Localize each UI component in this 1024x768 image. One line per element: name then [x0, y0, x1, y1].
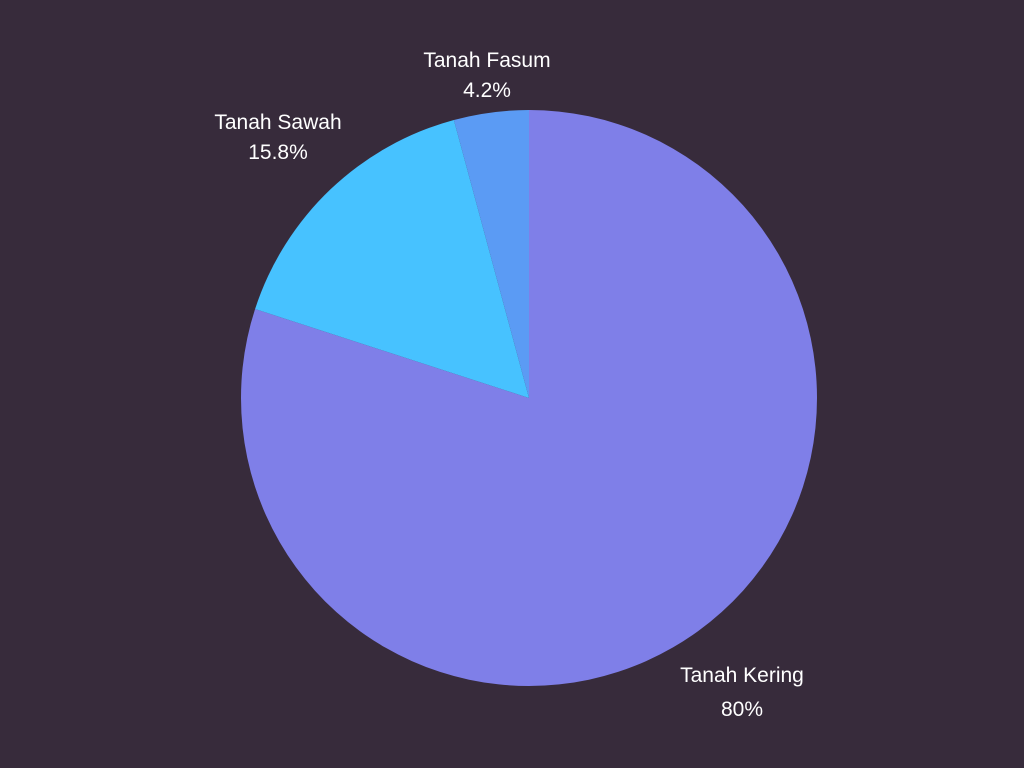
- pie-slices: [240, 110, 818, 686]
- pie-slice-tanah-fasum: [453, 110, 529, 398]
- slice-label-tanah-fasum-name: Tanah Fasum: [423, 49, 550, 72]
- slice-label-tanah-fasum-value: 4.2%: [463, 79, 511, 102]
- slice-label-tanah-sawah-value: 15.8%: [248, 141, 308, 164]
- pie-labels: Tanah Kering 80% Tanah Sawah 15.8% Tanah…: [214, 49, 804, 721]
- slice-label-tanah-kering-name: Tanah Kering: [680, 664, 804, 687]
- pie-slice-tanah-sawah: [255, 119, 530, 398]
- slice-label-tanah-kering-value: 80%: [721, 698, 763, 721]
- slice-label-tanah-sawah-name: Tanah Sawah: [214, 111, 341, 134]
